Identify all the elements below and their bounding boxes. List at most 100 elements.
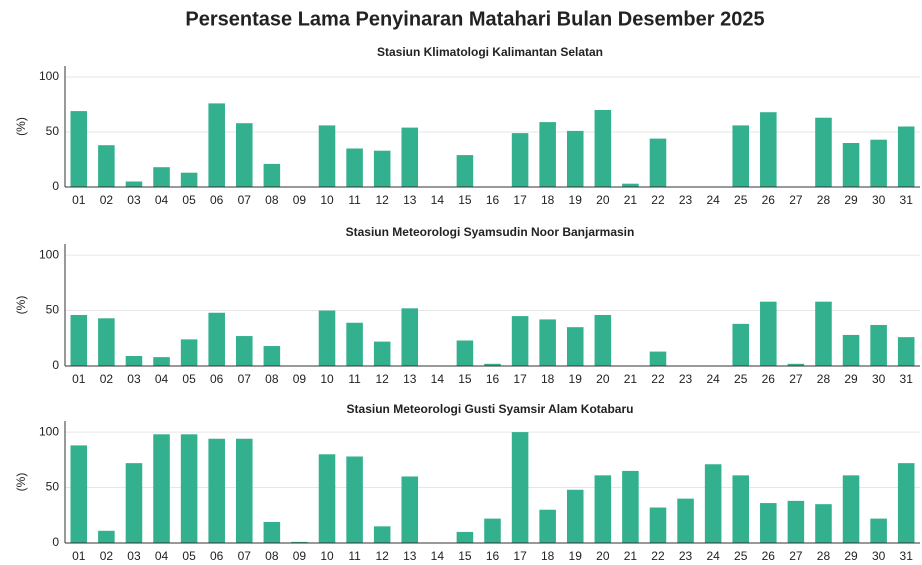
y-tick-label: 50 — [46, 124, 60, 138]
x-tick-label: 26 — [762, 549, 776, 563]
x-tick-label: 18 — [541, 549, 555, 563]
x-tick-label: 03 — [127, 549, 141, 563]
x-tick-label: 21 — [624, 193, 638, 207]
bar — [704, 464, 722, 543]
x-tick-label: 20 — [596, 193, 610, 207]
bar — [842, 143, 860, 187]
bar — [539, 319, 556, 366]
bar — [98, 530, 115, 543]
y-tick-label: 0 — [52, 179, 59, 193]
x-tick-label: 29 — [844, 549, 858, 563]
x-tick-label: 04 — [155, 549, 169, 563]
bar — [208, 103, 225, 187]
x-tick-label: 20 — [596, 372, 610, 386]
bar — [897, 337, 915, 366]
x-tick-label: 19 — [569, 549, 583, 563]
x-tick-label: 15 — [458, 193, 472, 207]
x-tick-label: 15 — [458, 549, 472, 563]
x-tick-label: 08 — [265, 193, 279, 207]
bar — [373, 150, 391, 187]
bar — [125, 463, 143, 543]
x-tick-label: 07 — [238, 549, 252, 563]
bar — [732, 323, 749, 366]
x-tick-label: 13 — [403, 193, 417, 207]
bar — [401, 308, 419, 366]
x-tick-label: 15 — [458, 372, 472, 386]
x-tick-label: 22 — [651, 193, 665, 207]
bar — [677, 498, 694, 543]
x-tick-label: 27 — [789, 193, 803, 207]
x-tick-label: 01 — [72, 193, 86, 207]
x-tick-label: 17 — [513, 193, 527, 207]
x-tick-label: 27 — [789, 372, 803, 386]
y-tick-label: 50 — [46, 303, 60, 317]
bar — [594, 110, 612, 187]
x-tick-label: 21 — [624, 372, 638, 386]
x-tick-label: 22 — [651, 372, 665, 386]
y-tick-label: 0 — [52, 358, 59, 372]
bar — [291, 541, 308, 543]
bar — [815, 504, 832, 543]
x-tick-label: 06 — [210, 193, 224, 207]
x-tick-label: 12 — [375, 193, 389, 207]
bar — [153, 167, 170, 187]
x-tick-label: 31 — [900, 193, 914, 207]
bar — [732, 125, 749, 187]
x-tick-label: 30 — [872, 372, 886, 386]
bar — [815, 301, 832, 366]
x-tick-label: 18 — [541, 372, 555, 386]
x-tick-label: 28 — [817, 372, 831, 386]
x-tick-label: 09 — [293, 549, 307, 563]
x-tick-label: 26 — [762, 372, 776, 386]
x-tick-label: 07 — [238, 193, 252, 207]
x-tick-label: 14 — [431, 549, 445, 563]
x-tick-label: 07 — [238, 372, 252, 386]
x-tick-label: 08 — [265, 372, 279, 386]
bar — [125, 181, 143, 187]
x-tick-label: 24 — [706, 193, 720, 207]
bar — [263, 163, 281, 187]
bar — [373, 341, 391, 366]
bar — [760, 503, 777, 543]
x-tick-label: 22 — [651, 549, 665, 563]
y-axis-label: (%) — [14, 473, 28, 492]
x-tick-label: 20 — [596, 549, 610, 563]
bar — [566, 130, 584, 187]
x-tick-label: 23 — [679, 372, 693, 386]
bar — [263, 346, 281, 366]
x-tick-label: 11 — [348, 372, 361, 386]
chart-title: Persentase Lama Penyinaran Matahari Bula… — [185, 8, 764, 30]
bar — [484, 518, 501, 543]
y-tick-label: 50 — [46, 480, 60, 494]
bar — [511, 133, 529, 187]
bar — [842, 334, 860, 366]
bar — [318, 454, 336, 543]
bar — [842, 475, 860, 543]
bar — [897, 463, 915, 543]
x-tick-label: 18 — [541, 193, 555, 207]
x-tick-label: 23 — [679, 549, 693, 563]
x-tick-label: 02 — [100, 372, 114, 386]
bar — [870, 324, 887, 366]
bar — [622, 470, 639, 543]
bar — [180, 172, 198, 187]
x-tick-label: 11 — [348, 193, 361, 207]
x-tick-label: 25 — [734, 193, 748, 207]
bar — [539, 122, 556, 187]
x-tick-label: 01 — [72, 372, 86, 386]
bar — [180, 339, 198, 366]
x-tick-label: 21 — [624, 549, 638, 563]
x-tick-label: 28 — [817, 193, 831, 207]
x-tick-label: 23 — [679, 193, 693, 207]
x-tick-label: 25 — [734, 549, 748, 563]
x-tick-label: 19 — [569, 372, 583, 386]
x-tick-label: 16 — [486, 549, 500, 563]
y-tick-label: 100 — [39, 69, 59, 83]
bar — [318, 310, 336, 366]
x-tick-label: 12 — [375, 372, 389, 386]
x-tick-label: 01 — [72, 549, 86, 563]
y-axis-label: (%) — [14, 296, 28, 315]
bar — [70, 445, 88, 543]
x-tick-label: 05 — [182, 372, 196, 386]
